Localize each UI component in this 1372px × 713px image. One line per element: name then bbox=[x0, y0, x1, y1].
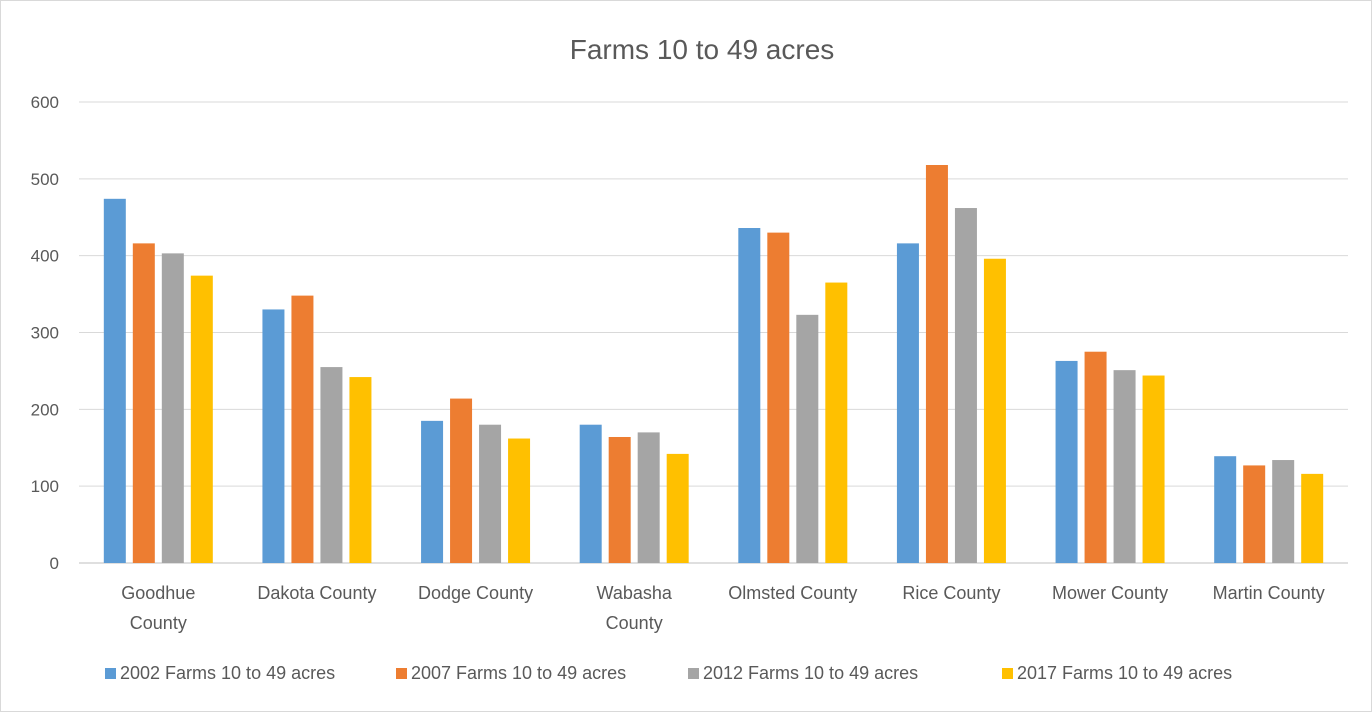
x-tick-label: Mower County bbox=[1052, 583, 1168, 603]
bar bbox=[1243, 465, 1266, 563]
x-tick-label: Martin County bbox=[1213, 583, 1325, 603]
bar bbox=[1142, 375, 1165, 563]
bar bbox=[579, 424, 602, 563]
bar bbox=[608, 436, 631, 563]
bar bbox=[161, 253, 184, 563]
y-tick-label: 0 bbox=[50, 554, 59, 573]
legend-label: 2017 Farms 10 to 49 acres bbox=[1017, 663, 1232, 683]
bar bbox=[825, 282, 848, 563]
bar bbox=[291, 295, 314, 563]
bar bbox=[479, 424, 502, 563]
y-tick-label: 500 bbox=[31, 170, 59, 189]
bar bbox=[320, 367, 343, 563]
y-tick-label: 100 bbox=[31, 477, 59, 496]
legend-label: 2002 Farms 10 to 49 acres bbox=[120, 663, 335, 683]
chart-title: Farms 10 to 49 acres bbox=[570, 34, 835, 65]
x-tick-label: Wabasha County bbox=[597, 583, 673, 633]
bar bbox=[767, 232, 790, 563]
legend: 2002 Farms 10 to 49 acres 2007 Farms 10 t… bbox=[105, 663, 1232, 683]
y-tick-label: 300 bbox=[31, 324, 59, 343]
bar bbox=[349, 377, 372, 563]
bar bbox=[738, 228, 761, 564]
bar bbox=[637, 432, 660, 563]
bar bbox=[132, 243, 155, 563]
bar bbox=[896, 243, 919, 563]
bar bbox=[796, 314, 819, 563]
x-tick-label: Rice County bbox=[902, 583, 1000, 603]
bar bbox=[1214, 456, 1237, 563]
x-tick-label: Dakota County bbox=[257, 583, 376, 603]
bar bbox=[1055, 360, 1078, 563]
bar bbox=[925, 165, 948, 563]
bar bbox=[1113, 370, 1136, 563]
bar bbox=[508, 438, 531, 563]
legend-swatch bbox=[688, 668, 699, 679]
bar bbox=[262, 309, 285, 563]
legend-swatch bbox=[105, 668, 116, 679]
y-tick-label: 200 bbox=[31, 400, 59, 419]
x-tick-label: Olmsted County bbox=[728, 583, 857, 603]
x-tick-label: Dodge County bbox=[418, 583, 533, 603]
bar bbox=[190, 275, 213, 563]
bar bbox=[421, 420, 444, 563]
bar bbox=[666, 453, 689, 563]
x-axis-labels: Goodhue County Dakota County Dodge County Wa… bbox=[121, 583, 1324, 633]
bar bbox=[450, 398, 473, 563]
y-axis-ticks: 0 100 200 300 400 500 600 bbox=[31, 93, 59, 573]
x-tick-label: Goodhue County bbox=[121, 583, 195, 633]
gridlines bbox=[79, 101, 1348, 564]
bar bbox=[1272, 460, 1295, 563]
bars bbox=[103, 165, 1324, 564]
bar bbox=[1084, 351, 1107, 563]
legend-swatch bbox=[396, 668, 407, 679]
bar bbox=[103, 198, 126, 563]
y-tick-label: 400 bbox=[31, 247, 59, 266]
legend-swatch bbox=[1002, 668, 1013, 679]
legend-label: 2012 Farms 10 to 49 acres bbox=[703, 663, 918, 683]
y-tick-label: 600 bbox=[31, 93, 59, 112]
bar bbox=[983, 258, 1006, 563]
bar bbox=[954, 208, 977, 563]
bar bbox=[1301, 473, 1324, 563]
legend-label: 2007 Farms 10 to 49 acres bbox=[411, 663, 626, 683]
